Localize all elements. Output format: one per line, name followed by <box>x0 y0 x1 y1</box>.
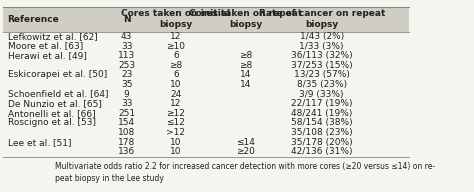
Text: 37/253 (15%): 37/253 (15%) <box>291 61 353 70</box>
Text: 108: 108 <box>118 128 135 137</box>
Text: 13/23 (57%): 13/23 (57%) <box>294 70 350 79</box>
Text: ≥8: ≥8 <box>239 51 252 60</box>
Text: 8/35 (23%): 8/35 (23%) <box>297 80 347 89</box>
Text: 251: 251 <box>118 109 135 118</box>
Text: 33: 33 <box>121 42 132 50</box>
Text: Herawi et al. [49]: Herawi et al. [49] <box>8 51 86 60</box>
Text: 6: 6 <box>173 70 179 79</box>
Text: Lee et al. [51]: Lee et al. [51] <box>8 138 71 147</box>
Text: 24: 24 <box>170 90 182 99</box>
Text: 43: 43 <box>121 32 132 41</box>
Text: Antonelli et al. [66]: Antonelli et al. [66] <box>8 109 95 118</box>
Text: 113: 113 <box>118 51 135 60</box>
Text: Schoenfield et al. [64]: Schoenfield et al. [64] <box>8 90 108 99</box>
Text: Multivariate odds ratio 2.2 for increased cancer detection with more cores (≥20 : Multivariate odds ratio 2.2 for increase… <box>55 162 435 183</box>
Text: ≥8: ≥8 <box>239 61 252 70</box>
Text: 1/43 (2%): 1/43 (2%) <box>300 32 344 41</box>
Text: 10: 10 <box>170 80 182 89</box>
Text: 14: 14 <box>240 80 251 89</box>
Text: De Nunzio et al. [65]: De Nunzio et al. [65] <box>8 99 101 108</box>
Text: 35: 35 <box>121 80 132 89</box>
Text: Rate of cancer on repeat
biopsy: Rate of cancer on repeat biopsy <box>258 9 385 29</box>
Text: ≤14: ≤14 <box>237 138 255 147</box>
Text: Reference: Reference <box>8 15 59 24</box>
Text: 14: 14 <box>240 70 251 79</box>
Text: 35/108 (23%): 35/108 (23%) <box>291 128 353 137</box>
Text: 10: 10 <box>170 147 182 156</box>
Bar <box>3 7 409 32</box>
Text: 58/154 (38%): 58/154 (38%) <box>291 118 353 127</box>
Text: 3/9 (33%): 3/9 (33%) <box>300 90 344 99</box>
Text: ≥12: ≥12 <box>166 109 185 118</box>
Text: 9: 9 <box>124 90 129 99</box>
Text: 6: 6 <box>173 51 179 60</box>
Text: 10: 10 <box>170 138 182 147</box>
Text: Moore et al. [63]: Moore et al. [63] <box>8 42 83 50</box>
Text: Cores taken on repeat
biopsy: Cores taken on repeat biopsy <box>189 9 302 29</box>
Text: N: N <box>123 15 130 24</box>
Text: 12: 12 <box>170 99 182 108</box>
Text: ≥8: ≥8 <box>169 61 182 70</box>
Text: 136: 136 <box>118 147 135 156</box>
Text: ≤12: ≤12 <box>166 118 185 127</box>
Text: 36/113 (32%): 36/113 (32%) <box>291 51 353 60</box>
Text: Lefkowitz et al. [62]: Lefkowitz et al. [62] <box>8 32 97 41</box>
Text: 48/241 (19%): 48/241 (19%) <box>291 109 352 118</box>
Text: 33: 33 <box>121 99 132 108</box>
Text: 154: 154 <box>118 118 135 127</box>
Text: 23: 23 <box>121 70 132 79</box>
Text: Cores taken on initial
biopsy: Cores taken on initial biopsy <box>121 9 230 29</box>
Text: 1/33 (3%): 1/33 (3%) <box>300 42 344 50</box>
Text: ≥10: ≥10 <box>166 42 185 50</box>
Text: Eskicorapei et al. [50]: Eskicorapei et al. [50] <box>8 70 107 79</box>
Text: 42/136 (31%): 42/136 (31%) <box>291 147 353 156</box>
Text: 22/117 (19%): 22/117 (19%) <box>291 99 353 108</box>
Text: Roscigno et al. [53]: Roscigno et al. [53] <box>8 118 96 127</box>
Text: 12: 12 <box>170 32 182 41</box>
Text: >12: >12 <box>166 128 185 137</box>
Text: 35/178 (20%): 35/178 (20%) <box>291 138 353 147</box>
Text: 253: 253 <box>118 61 135 70</box>
Text: ≥20: ≥20 <box>237 147 255 156</box>
Text: 178: 178 <box>118 138 135 147</box>
